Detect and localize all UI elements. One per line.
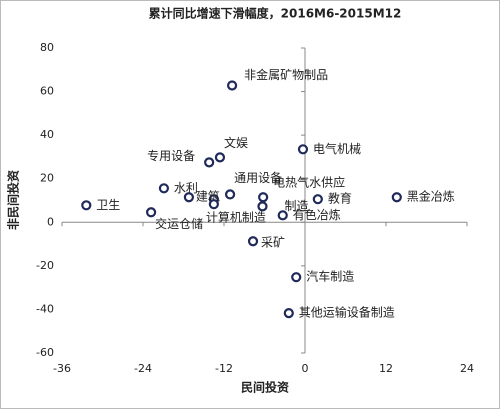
point-label: 黑金冶炼 <box>407 189 455 204</box>
y-tick-label: 80 <box>40 41 54 54</box>
point <box>183 192 194 203</box>
point-label: 汽车制造 <box>306 269 354 284</box>
point <box>227 80 238 91</box>
point-label: 交运仓储 <box>155 216 203 231</box>
point-label: 电气机械 <box>313 141 361 156</box>
point-label: 非金属矿物制品 <box>244 67 328 82</box>
point <box>208 199 219 210</box>
y-tick-label: 60 <box>40 85 54 98</box>
point-label: 文娱 <box>224 135 248 150</box>
x-tick-label: -24 <box>134 362 152 375</box>
point-label: 有色冶炼 <box>293 207 341 222</box>
point <box>158 183 170 194</box>
point <box>214 152 226 163</box>
y-axis-label: 非民间投资 <box>6 170 21 230</box>
point-label: 水利 <box>174 181 198 195</box>
point <box>146 207 157 218</box>
point <box>291 272 302 283</box>
x-tick-label: 0 <box>302 362 309 375</box>
point-label: 其他运输设备制造 <box>299 305 395 320</box>
y-tick-label: 20 <box>40 172 54 185</box>
y-tick-label: -20 <box>36 259 54 272</box>
x-axis-label: 民间投资 <box>241 380 289 395</box>
point <box>247 236 259 247</box>
point-label: 通用设备 <box>234 171 282 185</box>
point-label: 电热气水供应 <box>273 175 345 190</box>
point-label: 采矿 <box>261 236 285 250</box>
point <box>204 157 215 168</box>
y-tick-label: -40 <box>36 302 54 315</box>
x-tick-label: 24 <box>460 362 474 375</box>
point-label: 教育 <box>328 191 352 206</box>
y-tick-label: 0 <box>47 215 54 228</box>
x-tick-label: -12 <box>215 362 233 375</box>
point-label: 制造 <box>284 199 308 213</box>
chart-title: 累计同比增速下滑幅度，2016M6-2015M12 <box>149 6 402 21</box>
point <box>258 192 269 203</box>
point <box>391 192 402 203</box>
x-tick-label: 12 <box>379 362 393 375</box>
point <box>257 201 268 212</box>
point <box>224 189 236 200</box>
point-label: 卫生 <box>96 198 120 212</box>
x-tick-label: -36 <box>53 362 71 375</box>
point-label: 专用设备 <box>147 148 195 163</box>
point <box>297 144 309 155</box>
point <box>81 200 92 211</box>
point-label: 计算机制造 <box>206 210 266 225</box>
y-tick-label: 40 <box>40 128 54 141</box>
y-tick-label: -60 <box>36 346 54 359</box>
point <box>283 308 294 319</box>
point <box>312 194 323 205</box>
point <box>277 210 288 221</box>
